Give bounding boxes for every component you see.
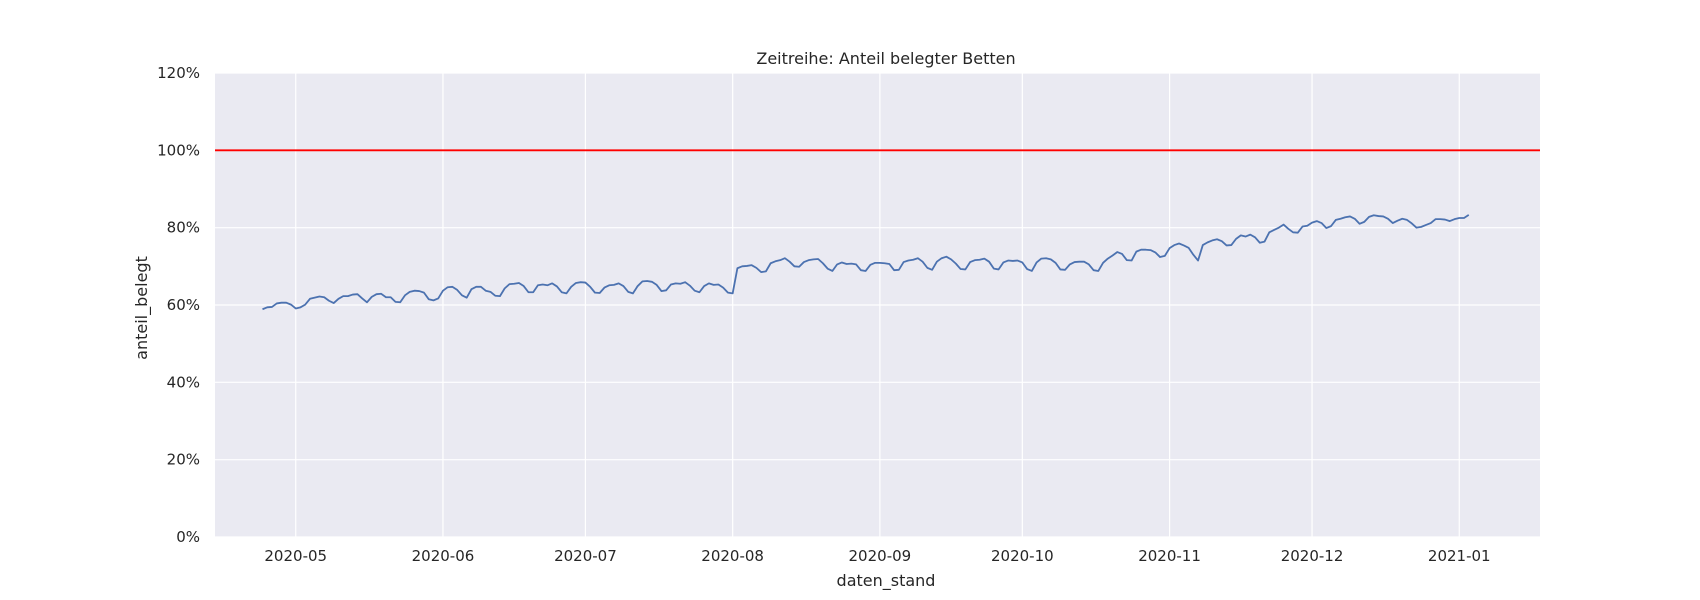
y-tick-label: 100% xyxy=(157,141,200,159)
chart-marks xyxy=(215,149,1540,311)
y-tick-label: 40% xyxy=(167,373,200,391)
y-axis-label: anteil_belegt xyxy=(132,256,152,360)
series-line xyxy=(262,214,1470,311)
y-axis-ticks: 0% 20% 40% 60% 80% 100% 120% xyxy=(157,64,200,546)
y-tick-label: 120% xyxy=(157,64,200,82)
x-tick-label: 2020-09 xyxy=(849,547,912,565)
y-tick-label: 20% xyxy=(167,451,200,469)
chart-title: Zeitreihe: Anteil belegter Betten xyxy=(756,49,1015,68)
x-tick-label: 2020-07 xyxy=(554,547,617,565)
x-axis-ticks: 2020-05 2020-06 2020-07 2020-08 2020-09 2020-… xyxy=(264,547,1490,565)
x-tick-label: 2020-06 xyxy=(412,547,475,565)
y-tick-label: 60% xyxy=(167,296,200,314)
x-tick-label: 2021-01 xyxy=(1428,547,1491,565)
y-tick-label: 80% xyxy=(167,219,200,237)
x-axis-label: daten_stand xyxy=(837,571,936,591)
y-tick-label: 0% xyxy=(176,528,200,546)
x-tick-label: 2020-10 xyxy=(991,547,1054,565)
x-tick-label: 2020-12 xyxy=(1281,547,1344,565)
x-tick-label: 2020-08 xyxy=(701,547,764,565)
x-tick-label: 2020-11 xyxy=(1138,547,1201,565)
x-tick-label: 2020-05 xyxy=(264,547,327,565)
